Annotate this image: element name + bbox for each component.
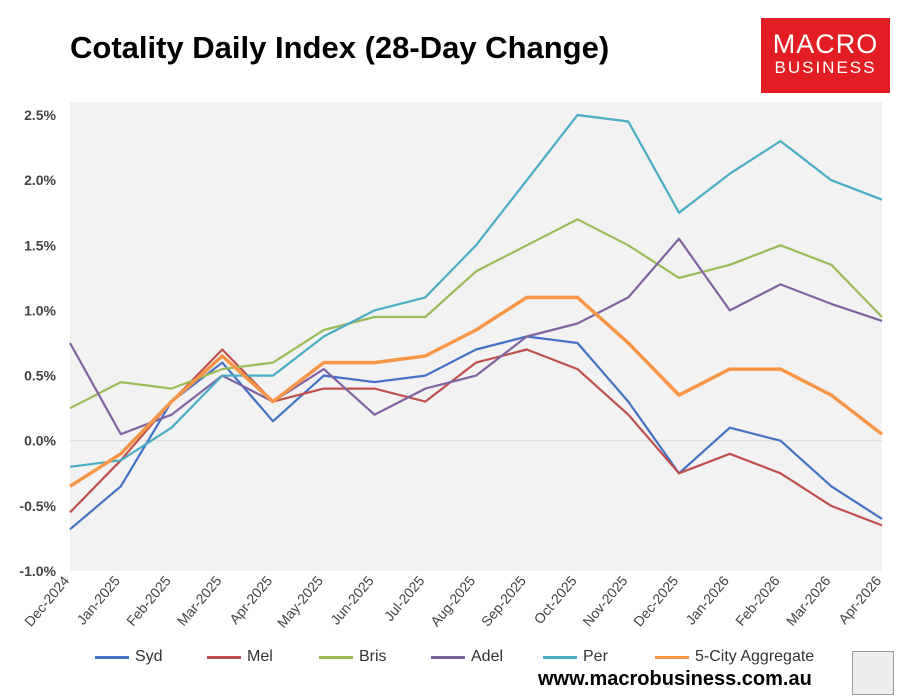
- y-tick-label: 1.0%: [24, 302, 56, 318]
- legend-swatch: [95, 655, 129, 659]
- x-tick-label: May-2025: [274, 572, 326, 630]
- x-tick-label: Mar-2026: [783, 572, 834, 628]
- legend: Syd Mel Bris Adel Per 5-City Aggregate: [95, 648, 815, 666]
- legend-swatch: [431, 655, 465, 659]
- y-tick-label: -1.0%: [19, 563, 56, 579]
- x-tick-label: Feb-2026: [732, 572, 783, 628]
- x-tick-label: Jan-2026: [682, 572, 732, 627]
- legend-label: Per: [583, 648, 608, 665]
- logo-line-2: BUSINESS: [774, 58, 877, 77]
- legend-item: Bris: [319, 648, 431, 666]
- legend-item: Syd: [95, 648, 207, 666]
- y-tick-label: 0.0%: [24, 433, 56, 449]
- legend-label: Bris: [359, 648, 387, 665]
- y-tick-label: 2.5%: [24, 107, 56, 123]
- x-tick-label: Nov-2025: [579, 572, 630, 629]
- macrobusiness-logo: MACRO BUSINESS: [761, 18, 890, 93]
- series-line-5-city-aggregate: [69, 295, 884, 488]
- legend-item: Mel: [207, 648, 319, 666]
- legend-swatch: [543, 655, 577, 659]
- x-tick-label: Feb-2025: [123, 572, 174, 628]
- legend-item: Per: [543, 648, 655, 666]
- legend-swatch: [319, 655, 353, 659]
- x-tick-label: Dec-2025: [630, 572, 681, 629]
- line-chart: -1.0% -0.5% 0.0% 0.5% 1.0% 1.5% 2.0% 2.5% Dec-2…: [19, 102, 884, 631]
- x-tick-label: Oct-2025: [531, 572, 580, 627]
- x-tick-label: Jan-2025: [73, 572, 123, 627]
- legend-label: Syd: [135, 648, 163, 665]
- chart-title: Cotality Daily Index (28-Day Change): [70, 30, 610, 65]
- legend-swatch: [655, 655, 689, 659]
- x-tick-label: Apr-2025: [226, 572, 275, 627]
- series-line-bris: [69, 218, 883, 410]
- legend-label: Adel: [471, 648, 504, 665]
- x-tick-label: Aug-2025: [427, 572, 478, 629]
- x-tick-label: Jul-2025: [381, 572, 428, 624]
- footer-url: www.macrobusiness.com.au: [538, 668, 812, 690]
- x-tick-label: Mar-2025: [174, 572, 225, 628]
- x-tick-label: Sep-2025: [478, 572, 529, 629]
- logo-line-1: MACRO: [772, 29, 879, 59]
- x-axis-ticks: Dec-2024 Jan-2025 Feb-2025 Mar-2025 Apr-2025…: [21, 572, 884, 630]
- legend-item: 5-City Aggregate: [655, 648, 815, 666]
- y-tick-label: 0.5%: [24, 368, 56, 384]
- legend-label: 5-City Aggregate: [695, 648, 815, 665]
- plot-area: [70, 102, 882, 571]
- series-line-per: [69, 113, 883, 468]
- legend-item: Adel: [431, 648, 543, 666]
- x-tick-label: Jun-2025: [327, 572, 377, 627]
- y-tick-label: 1.5%: [24, 237, 56, 253]
- y-tick-label: 2.0%: [24, 172, 56, 188]
- series-lines: [69, 113, 884, 531]
- x-tick-label: Dec-2024: [21, 572, 72, 629]
- x-tick-label: Apr-2026: [835, 572, 884, 627]
- wolf-badge-icon: [852, 651, 894, 695]
- series-line-mel: [69, 348, 883, 527]
- legend-label: Mel: [247, 648, 273, 665]
- y-axis-ticks: -1.0% -0.5% 0.0% 0.5% 1.0% 1.5% 2.0% 2.5%: [19, 107, 56, 579]
- y-tick-label: -0.5%: [19, 498, 56, 514]
- series-line-adel: [69, 237, 883, 436]
- legend-swatch: [207, 655, 241, 659]
